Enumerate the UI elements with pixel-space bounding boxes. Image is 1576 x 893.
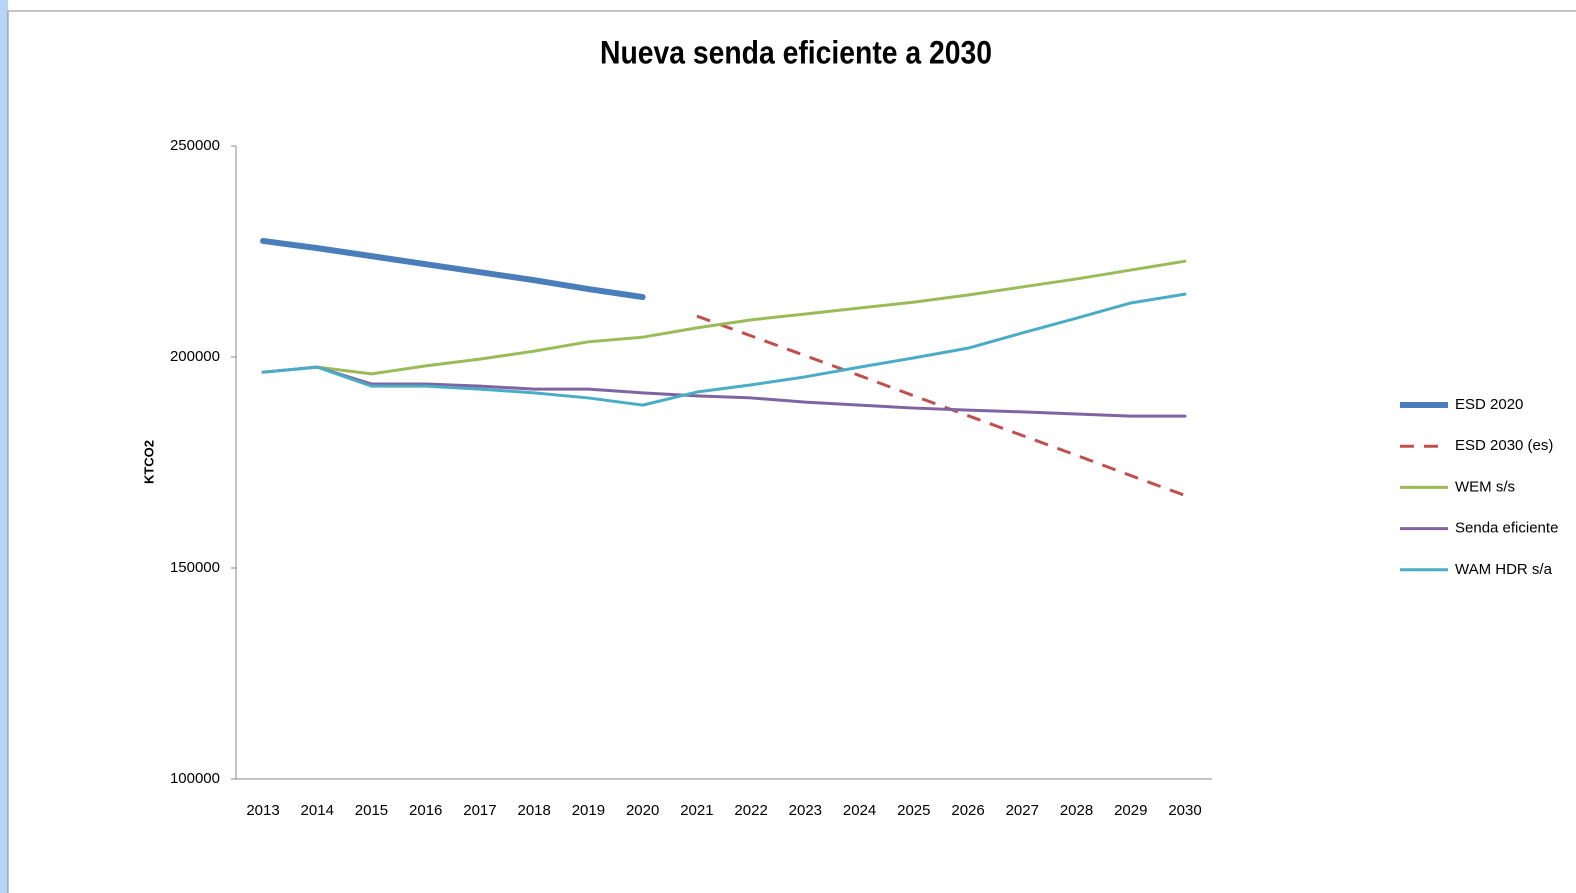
series-line xyxy=(260,237,646,301)
series-line xyxy=(696,314,1186,497)
chart-title: Nueva senda eficiente a 2030 xyxy=(600,34,992,70)
x-tick-label: 2025 xyxy=(897,802,930,819)
x-tick-label: 2021 xyxy=(680,802,713,819)
x-tick-label: 2014 xyxy=(301,802,334,819)
x-tick-label: 2023 xyxy=(789,802,822,819)
x-tick-label: 2016 xyxy=(409,802,442,819)
series-line xyxy=(261,292,1187,407)
x-tick-label: 2026 xyxy=(951,802,984,819)
legend-label: ESD 2020 xyxy=(1455,396,1523,413)
x-tick-label: 2015 xyxy=(355,802,388,819)
legend-label: WAM HDR s/a xyxy=(1455,561,1553,578)
x-tick-label: 2024 xyxy=(843,802,876,819)
series-line xyxy=(261,365,1187,418)
y-tick-label: 250000 xyxy=(170,137,220,154)
x-tick-label: 2030 xyxy=(1168,802,1201,819)
x-tick-label: 2027 xyxy=(1006,802,1039,819)
x-tick-label: 2017 xyxy=(463,802,496,819)
x-tick-label: 2028 xyxy=(1060,802,1093,819)
y-tick-label: 100000 xyxy=(170,770,220,787)
legend-label: WEM s/s xyxy=(1455,478,1515,495)
x-tick-label: 2020 xyxy=(626,802,659,819)
x-tick-label: 2013 xyxy=(246,802,279,819)
y-tick-label: 150000 xyxy=(170,559,220,576)
frame-strip xyxy=(0,0,8,893)
legend-label: ESD 2030 (es) xyxy=(1455,437,1553,454)
x-tick-label: 2019 xyxy=(572,802,605,819)
x-tick-label: 2029 xyxy=(1114,802,1147,819)
y-tick-label: 200000 xyxy=(170,348,220,365)
x-tick-label: 2018 xyxy=(517,802,550,819)
y-axis-label: KTCO2 xyxy=(141,440,156,484)
x-tick-label: 2022 xyxy=(734,802,767,819)
legend-label: Senda eficiente xyxy=(1455,520,1558,537)
series-line xyxy=(261,259,1187,376)
